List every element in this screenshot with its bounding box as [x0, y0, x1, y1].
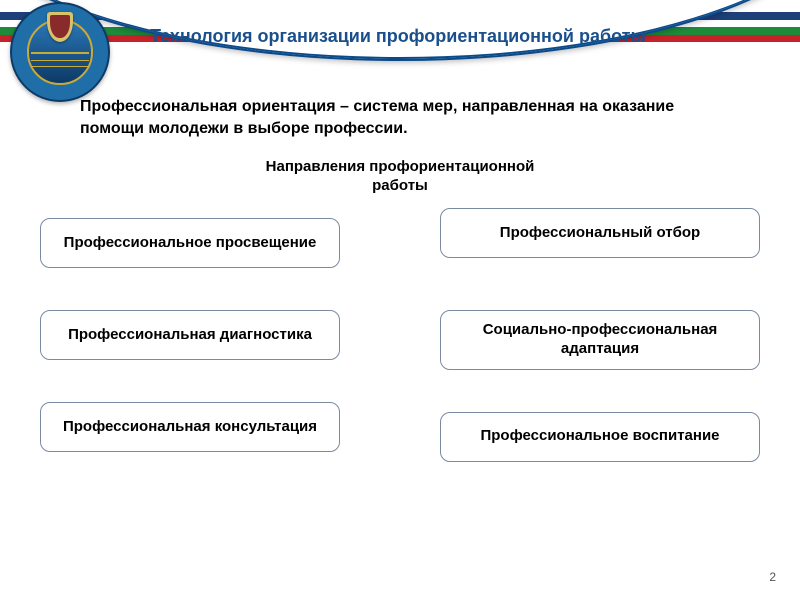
boxes-left-column: Профессиональное просвещение Профессиона… [40, 218, 350, 462]
emblem-icon [10, 2, 110, 102]
box-vospitanie: Профессиональное воспитание [440, 412, 760, 462]
definition-text: Профессиональная ориентация – система ме… [80, 96, 740, 139]
directions-boxes: Профессиональное просвещение Профессиона… [40, 218, 760, 462]
slide-title: Технология организации профориентационно… [150, 26, 780, 47]
boxes-right-column: Профессиональный отбор Социально-професс… [440, 218, 760, 462]
box-prosveshchenie: Профессиональное просвещение [40, 218, 340, 268]
box-diagnostika: Профессиональная диагностика [40, 310, 340, 360]
box-adaptatsiya: Социально-профессиональная адаптация [440, 310, 760, 370]
box-otbor: Профессиональный отбор [440, 208, 760, 258]
subheading-line-2: работы [372, 177, 428, 194]
directions-subheading: Направления профориентационной работы [0, 158, 800, 196]
box-konsultatsiya: Профессиональная консультация [40, 402, 340, 452]
page-number: 2 [769, 570, 776, 584]
subheading-line-1: Направления профориентационной [266, 158, 535, 175]
